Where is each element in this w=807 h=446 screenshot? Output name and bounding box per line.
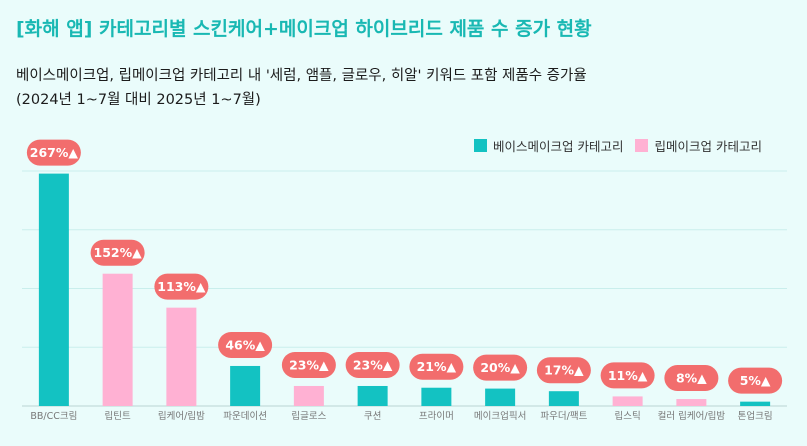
data-label-badge-7 xyxy=(473,354,528,381)
data-label-3: 46%▲ xyxy=(225,337,265,352)
legend-item-base: 베이스메이크업 카테고리 xyxy=(474,136,623,155)
data-label-8: 17%▲ xyxy=(544,363,584,378)
legend-label-base: 베이스메이크업 카테고리 xyxy=(493,139,624,154)
x-tick-label-10: 컬러 립케어/립밤 xyxy=(658,410,726,422)
x-tick-label-7: 메이크업픽서 xyxy=(474,410,526,422)
x-tick-label-3: 파운데이션 xyxy=(223,411,267,422)
x-tick-label-1: 립틴트 xyxy=(105,410,131,422)
data-label-badge-4 xyxy=(281,351,336,378)
data-label-10: 8%▲ xyxy=(676,371,707,386)
data-label-badge-0 xyxy=(26,139,81,166)
data-label-2: 113%▲ xyxy=(157,279,206,294)
data-label-badge-3 xyxy=(218,331,273,358)
legend-item-lip: 립메이크업 카테고리 xyxy=(635,136,762,155)
bar-6 xyxy=(421,387,452,406)
data-label-0: 267%▲ xyxy=(30,145,79,160)
bar-8 xyxy=(548,391,579,406)
data-label-4: 23%▲ xyxy=(289,357,329,372)
bar-1 xyxy=(102,273,133,406)
bar-11 xyxy=(740,401,771,406)
x-tick-label-0: BB/CC크림 xyxy=(30,410,77,422)
bar-7 xyxy=(485,388,516,406)
bar-4 xyxy=(293,385,324,406)
bar-0 xyxy=(38,173,69,406)
subtitle-line-1: 베이스메이크업, 립메이크업 카테고리 내 '세럼, 앰플, 글로우, 히알' … xyxy=(16,68,587,84)
x-tick-label-2: 립케어/립밤 xyxy=(158,410,205,422)
data-label-badge-10 xyxy=(664,365,719,392)
data-label-badge-5 xyxy=(345,351,400,378)
bar-10 xyxy=(676,399,707,406)
x-tick-label-9: 립스틱 xyxy=(615,410,641,422)
x-tick-label-4: 립글로스 xyxy=(291,410,326,422)
legend-label-lip: 립메이크업 카테고리 xyxy=(654,139,762,154)
bar-3 xyxy=(230,365,261,406)
data-label-5: 23%▲ xyxy=(353,357,393,372)
data-label-badge-2 xyxy=(154,273,209,300)
data-label-badge-9 xyxy=(600,362,655,389)
data-label-badge-11 xyxy=(728,367,783,394)
legend-swatch-base xyxy=(474,139,487,152)
data-label-6: 21%▲ xyxy=(417,359,457,374)
bar-9 xyxy=(612,396,643,406)
bar-5 xyxy=(357,385,388,406)
data-label-badge-6 xyxy=(409,353,464,380)
data-label-11: 5%▲ xyxy=(740,373,771,388)
data-label-badge-8 xyxy=(536,357,591,384)
x-tick-label-8: 파우더/팩트 xyxy=(540,411,587,422)
data-label-9: 11%▲ xyxy=(608,368,648,383)
x-tick-label-11: 톤업크림 xyxy=(738,410,773,422)
data-label-1: 152%▲ xyxy=(94,245,143,260)
data-label-badge-1 xyxy=(90,239,145,266)
legend-swatch-lip xyxy=(635,139,649,152)
data-label-7: 20%▲ xyxy=(480,360,520,375)
x-tick-label-6: 프라이머 xyxy=(419,411,454,422)
chart-title: [화해 앱] 카테고리별 스킨케어+메이크업 하이브리드 제품 수 증가 현황 xyxy=(16,18,592,40)
subtitle-line-2: (2024년 1~7월 대비 2025년 1~7월) xyxy=(16,92,261,108)
chart-subtitle: 베이스메이크업, 립메이크업 카테고리 내 '세럼, 앰플, 글로우, 히알' … xyxy=(16,64,587,112)
x-tick-label-5: 쿠션 xyxy=(364,411,381,422)
bar-2 xyxy=(166,307,197,406)
chart-legend: 베이스메이크업 카테고리 립메이크업 카테고리 xyxy=(474,136,762,155)
